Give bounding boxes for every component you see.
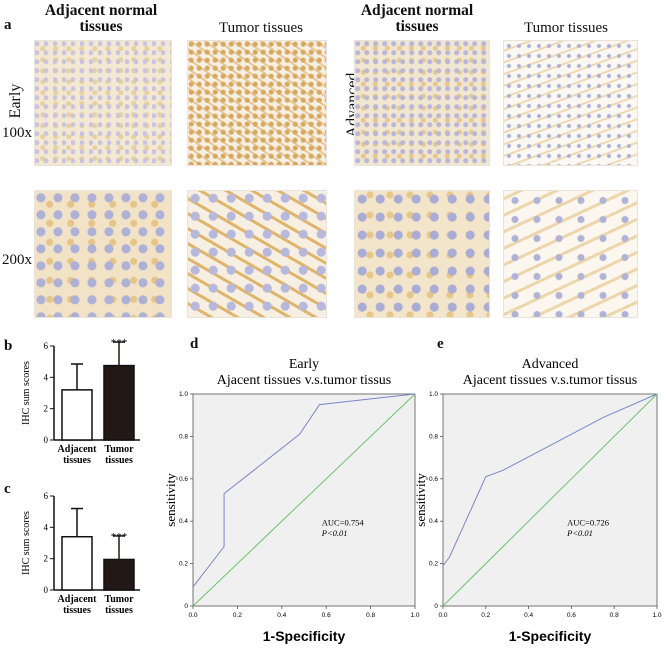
- y-tick-label: 0: [44, 435, 49, 445]
- y-tick-label: 4: [44, 372, 49, 382]
- reference-line: [192, 393, 416, 607]
- panel-c-letter: c: [4, 481, 11, 497]
- y-tick-label: 0.8: [179, 433, 188, 440]
- significance-marker: ***: [111, 531, 128, 543]
- y-tick-label: 0: [44, 585, 49, 595]
- micrograph-early-adjacent-200x: [34, 190, 172, 318]
- y-axis-label: sensitivity: [163, 473, 178, 527]
- magnification-100x: 100x: [2, 125, 32, 141]
- x-tick-label: 0.0: [188, 612, 197, 619]
- micrograph-advanced-adjacent-100x: [354, 40, 490, 166]
- x-tick-label: 0.4: [277, 612, 286, 619]
- y-axis-label: sensitivity: [413, 473, 428, 527]
- y-tick-label: 0.8: [429, 433, 438, 440]
- y-tick-label: 6: [44, 491, 49, 501]
- micrograph-early-tumor-200x: [187, 190, 327, 318]
- auc-annotation: AUC=0.754: [322, 517, 365, 527]
- x-axis-label: 1-Specificity: [509, 628, 592, 644]
- y-tick-label: 1.0: [179, 391, 188, 398]
- panel-e-letter: e: [437, 336, 444, 352]
- y-tick-label: 0: [184, 603, 188, 610]
- x-tick-label: 0.0: [438, 612, 447, 619]
- bar-1: [61, 389, 93, 441]
- category-label-1: tissues: [63, 455, 91, 466]
- category-label-2: tissues: [105, 455, 133, 466]
- y-axis-label: IHC sum scores: [21, 511, 32, 575]
- chart-subtitle: Ajacent tissues v.s.tumor tissus: [463, 373, 637, 388]
- x-axis-label: 1-Specificity: [263, 628, 346, 644]
- panel-a-letter: a: [4, 17, 12, 33]
- y-tick-label: 4: [44, 522, 49, 532]
- x-tick-label: 0.6: [322, 612, 331, 619]
- header-adjacent-advanced: Adjacent normal tissues: [360, 2, 474, 35]
- category-label-2: tissues: [105, 605, 133, 616]
- significance-marker: ***: [111, 337, 128, 349]
- y-tick-label: 0.4: [429, 518, 438, 525]
- y-tick-label: 0.6: [429, 476, 438, 483]
- chart-title: Early: [289, 357, 319, 372]
- y-tick-label: 2: [44, 554, 49, 564]
- x-tick-label: 0.6: [567, 612, 576, 619]
- y-tick-label: 0.2: [179, 561, 188, 568]
- y-tick-label: 1.0: [429, 391, 438, 398]
- micrograph-advanced-tumor-200x: [503, 190, 638, 318]
- magnification-200x: 200x: [2, 252, 32, 268]
- y-axis-label: IHC sum scores: [21, 361, 32, 425]
- y-tick-label: 0.2: [429, 561, 438, 568]
- x-tick-label: 0.2: [233, 612, 242, 619]
- micrograph-early-adjacent-100x: [34, 40, 172, 166]
- category-label-2: Tumor: [104, 594, 134, 605]
- micrograph-early-tumor-100x: [187, 40, 327, 166]
- x-tick-label: 0.8: [366, 612, 375, 619]
- panel-d-letter: d: [190, 336, 199, 352]
- p-value-annotation: P<0.01: [321, 528, 348, 538]
- micrograph-advanced-tumor-100x: [503, 40, 638, 166]
- reference-line: [442, 393, 658, 607]
- auc-annotation: AUC=0.726: [567, 517, 609, 527]
- micrograph-advanced-adjacent-200x: [354, 190, 490, 318]
- p-value-annotation: P<0.01: [566, 528, 593, 538]
- y-tick-label: 0.4: [179, 518, 188, 525]
- chart-subtitle: Ajacent tissues v.s.tumor tissus: [217, 373, 391, 388]
- bar-2: [103, 364, 135, 441]
- y-tick-label: 2: [44, 404, 49, 414]
- header-tumor-early: Tumor tissues: [218, 20, 304, 36]
- x-tick-label: 0.4: [524, 612, 533, 619]
- category-label-1: Adjacent: [58, 594, 98, 605]
- roc-curve: [442, 393, 658, 567]
- group-label-early: Early: [7, 83, 24, 119]
- x-tick-label: 1.0: [410, 612, 419, 619]
- y-tick-label: 6: [44, 341, 49, 351]
- category-label-1: tissues: [63, 605, 91, 616]
- bar-1: [61, 535, 93, 591]
- x-tick-label: 0.2: [481, 612, 490, 619]
- category-label-1: Adjacent: [58, 444, 98, 455]
- panel-b-letter: b: [4, 338, 13, 354]
- chart-title: Advanced: [522, 357, 579, 372]
- category-label-2: Tumor: [104, 444, 134, 455]
- y-tick-label: 0: [434, 603, 438, 610]
- bar-2: [103, 558, 135, 591]
- header-adjacent-early: Adjacent normal tissues: [44, 2, 158, 35]
- x-tick-label: 0.8: [610, 612, 619, 619]
- x-tick-label: 1.0: [652, 612, 661, 619]
- roc-curve: [192, 393, 416, 588]
- header-tumor-advanced: Tumor tissues: [523, 20, 609, 36]
- y-tick-label: 0.6: [179, 476, 188, 483]
